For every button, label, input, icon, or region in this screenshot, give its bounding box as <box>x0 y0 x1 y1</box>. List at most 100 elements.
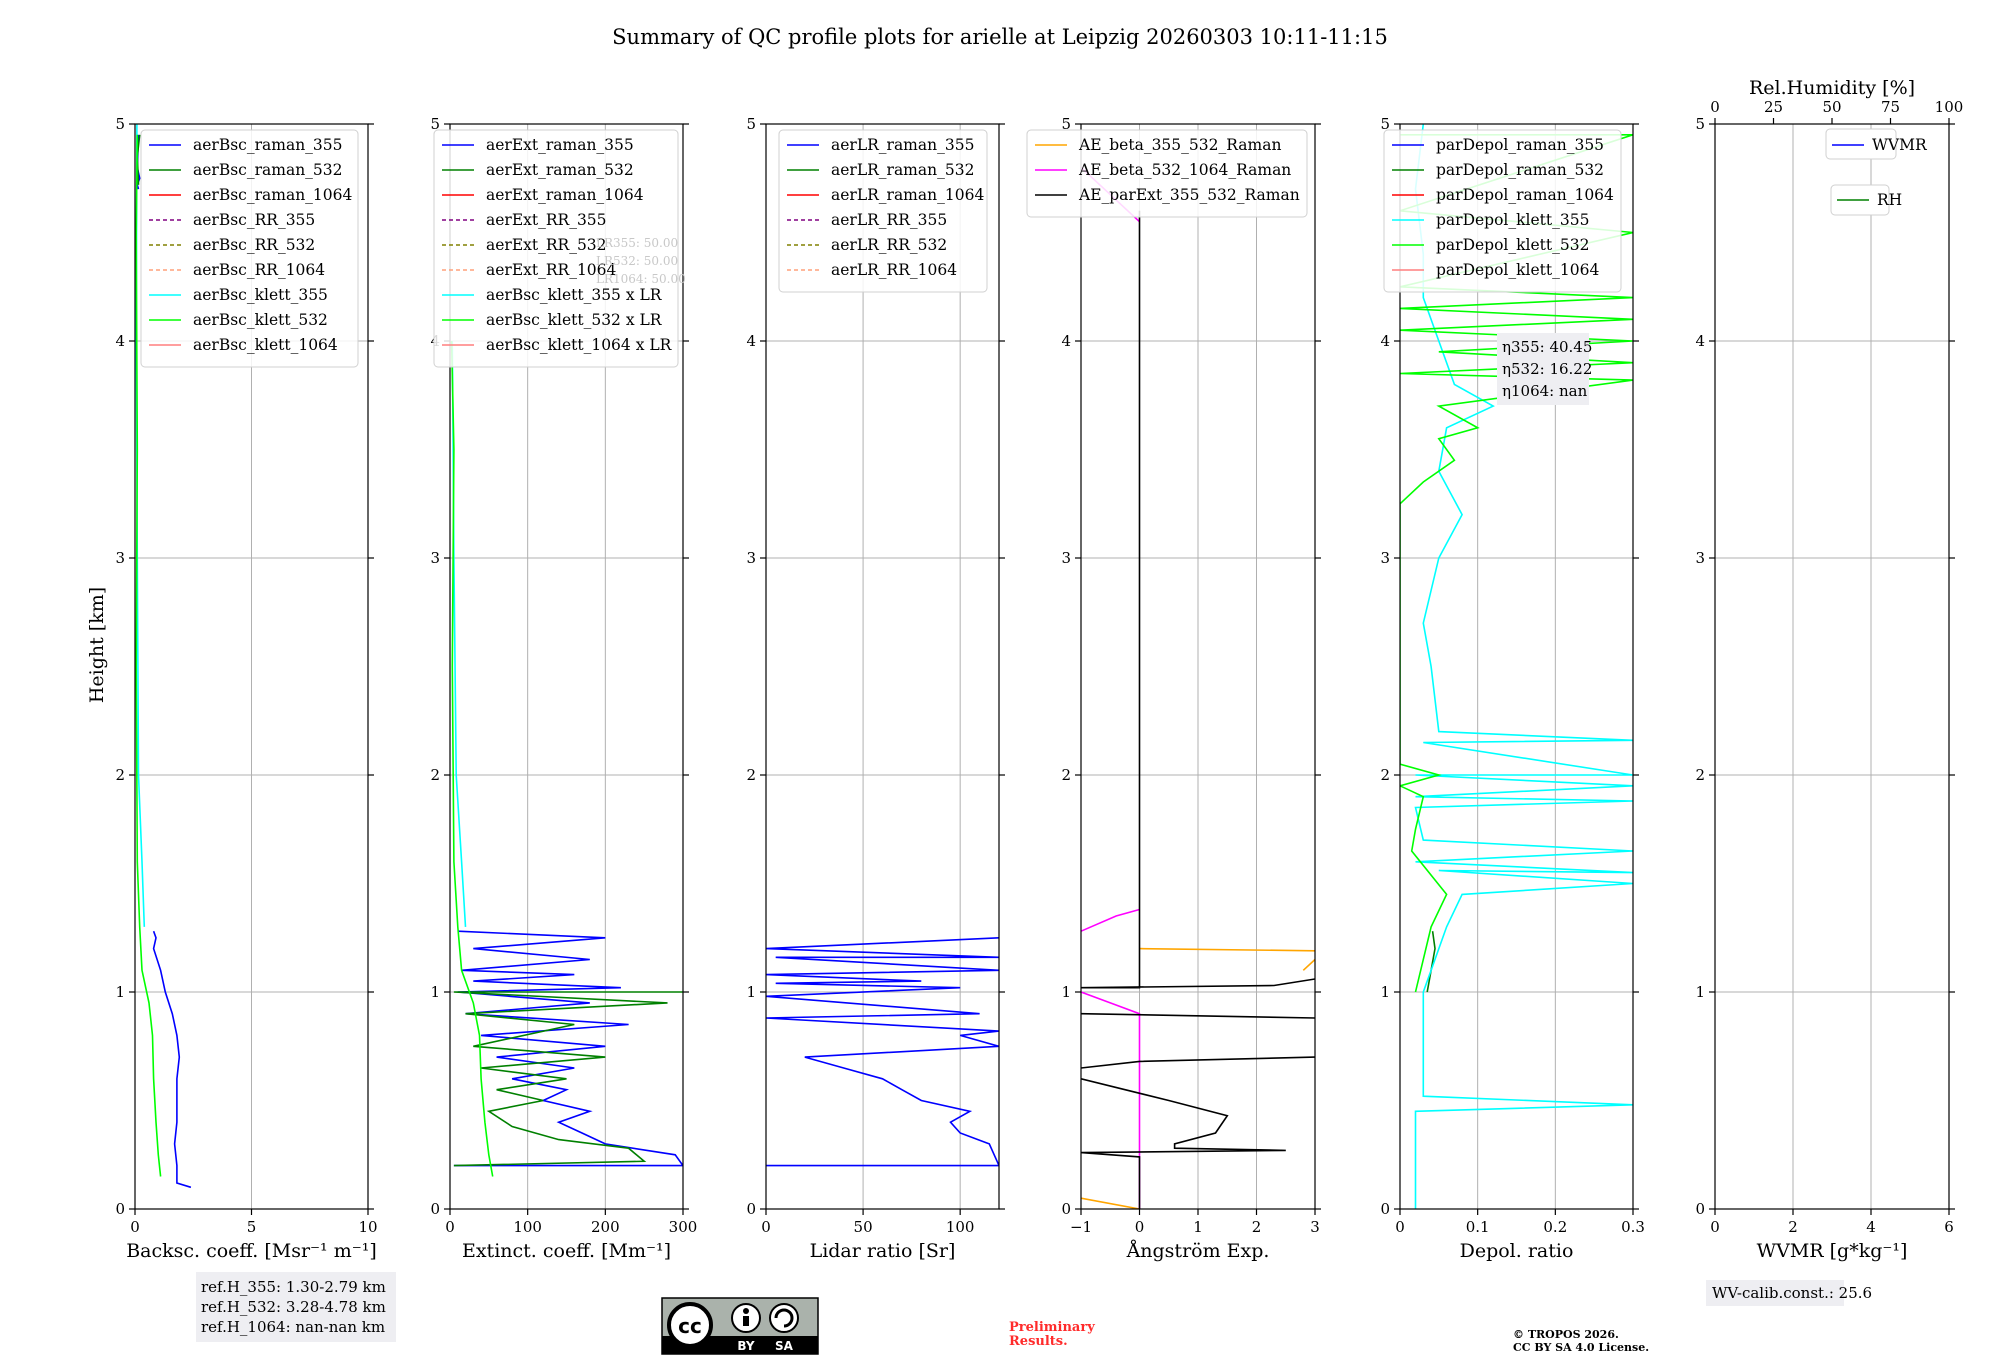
series-line-aerBsc_raman_355 <box>152 930 192 1189</box>
panel-depolarization: 0 0.1 0.2 0.3 0 1 2 3 4 5 Depol. ratio parDepol_ram… <box>1380 115 1644 1262</box>
panel-lidar_ratio: 0 50 100 0 1 2 3 4 5 Lidar ratio [Sr] aerLR_raman_… <box>746 115 1005 1262</box>
x-tick-label: 10 <box>358 1218 377 1236</box>
series-group <box>1400 124 1633 1209</box>
top-tick-label: 0 <box>1710 98 1720 116</box>
x-axis-label: WVMR [g*kg⁻¹] <box>1757 1240 1908 1262</box>
x-tick-label: 0.1 <box>1466 1218 1490 1236</box>
x-tick-label: 0 <box>761 1218 771 1236</box>
x-tick-label: 100 <box>946 1218 975 1236</box>
x-tick-label: 5 <box>247 1218 257 1236</box>
axes-frame <box>1714 123 1950 1210</box>
x-axis-label: Ångström Exp. <box>1126 1240 1270 1262</box>
wv-calib-box <box>1706 1280 1844 1306</box>
series-line-AE_beta_355_532_Raman_b <box>1302 958 1315 971</box>
x-tick-label: 4 <box>1866 1218 1876 1236</box>
y-tick-label: 4 <box>746 332 756 350</box>
series-line-AE_parExt_355_532_Raman <box>1081 210 1315 989</box>
x-tick-label: 1 <box>1193 1218 1203 1236</box>
y-tick-label: 5 <box>1380 115 1390 133</box>
series-line-AE_parExt_355_532_Raman_b <box>1081 1012 1315 1019</box>
series-line-parDepol_klett_532 <box>1400 134 1633 993</box>
y-tick-label: 5 <box>430 115 440 133</box>
preliminary-text-1: Preliminary <box>1009 1320 1095 1335</box>
ref-height-532: ref.H_532: 3.28-4.78 km <box>201 1298 386 1316</box>
series-line-aerExt_raman_532 <box>453 991 683 1167</box>
eta-annotation: η355: 40.45 <box>1502 338 1592 356</box>
top-tick-label: 25 <box>1764 98 1783 116</box>
y-tick-label: 2 <box>430 766 440 784</box>
x-tick-label: 2 <box>1788 1218 1798 1236</box>
panel-extinction: 0100200300012345Extinct. coeff. [Mm⁻¹]ae… <box>430 115 697 1262</box>
y-tick-label: 0 <box>430 1200 440 1218</box>
y-tick-label: 1 <box>1695 983 1705 1001</box>
eta-annotation: η532: 16.22 <box>1502 360 1592 378</box>
y-tick-label: 2 <box>1061 766 1071 784</box>
panel-water_vapor: 0 2 4 6 0 1 2 3 4 5 WVMR [g*kg⁻¹] 0 25 50 75 100 Rel.Hum… <box>1695 77 1963 1306</box>
legend-entry: aerBsc_RR_532 <box>193 236 315 254</box>
legend-entry: aerExt_RR_1064 <box>486 261 617 279</box>
lr-annotation: LR532: 50.00 <box>596 254 678 268</box>
y-tick-label: 5 <box>115 115 125 133</box>
y-tick-label: 1 <box>1380 983 1390 1001</box>
series-line-AE_beta_355_532_Raman_top <box>1139 947 1315 952</box>
legend-entry: aerBsc_RR_1064 <box>193 261 325 279</box>
legend-entry: aerExt_raman_355 <box>486 136 634 154</box>
cc-license-badge: cc BY SA <box>661 1297 819 1355</box>
cc-icon <box>667 1302 713 1348</box>
x-axis-label: Lidar ratio [Sr] <box>810 1240 956 1262</box>
y-tick-label: 2 <box>746 766 756 784</box>
series-line-AE_beta_532_1064_Raman <box>1081 908 1140 932</box>
top-tick-label: 75 <box>1881 98 1900 116</box>
cc-sa-label: SA <box>775 1339 794 1353</box>
eta-annotation: η1064: nan <box>1502 382 1588 400</box>
top-tick-label: 100 <box>1935 98 1964 116</box>
y-axis-label: Height [km] <box>86 587 108 703</box>
ref-heights-background <box>196 1272 396 1342</box>
series-line-AE_beta_532_1064_Raman_b <box>1081 991 1141 1209</box>
legend-box <box>140 129 359 368</box>
legend-entry: parDepol_raman_355 <box>1436 136 1604 154</box>
copyright-text-2: CC BY SA 4.0 License. <box>1513 1341 1649 1354</box>
preliminary-text-2: Results. <box>1009 1334 1068 1349</box>
legend-entry: aerBsc_klett_532 <box>193 311 328 329</box>
legend-entry: aerBsc_klett_355 x LR <box>486 286 663 304</box>
axes-frame <box>449 123 684 1210</box>
series-line-aerExt_raman_355 <box>453 930 683 1167</box>
legend-entry: aerBsc_raman_1064 <box>193 186 353 204</box>
y-tick-label: 4 <box>1380 332 1390 350</box>
legend-entry: aerBsc_raman_532 <box>193 161 343 179</box>
legend-entry: aerBsc_klett_532 x LR <box>486 311 663 329</box>
legend-entry: RH <box>1877 191 1902 209</box>
y-tick-label: 0 <box>746 1200 756 1218</box>
legend-entry: WVMR <box>1872 136 1928 154</box>
sa-icon <box>769 1303 799 1333</box>
cc-by-label: BY <box>737 1339 754 1353</box>
legend-box-wvmr <box>1825 128 1897 160</box>
ref-heights-box: ref.H_355: 1.30-2.79 km ref.H_532: 3.28-… <box>196 1272 396 1342</box>
legend-entry: aerLR_raman_532 <box>831 161 974 179</box>
legend-entry: AE_beta_532_1064_Raman <box>1078 161 1291 179</box>
axes-frame <box>1399 123 1634 1210</box>
y-tick-label: 1 <box>746 983 756 1001</box>
legend-entry: aerExt_raman_532 <box>486 161 634 179</box>
x-tick-label: 0 <box>1135 1218 1145 1236</box>
wv-calib-text: WV-calib.const.: 25.6 <box>1712 1284 1872 1302</box>
y-tick-label: 2 <box>1380 766 1390 784</box>
y-tick-label: 1 <box>430 983 440 1001</box>
y-tick-label: 2 <box>115 766 125 784</box>
x-tick-label: 0 <box>1395 1218 1405 1236</box>
cc-icon-text: cc <box>678 1314 702 1338</box>
series-line-aerBsc_klett_532 <box>135 134 162 1177</box>
y-tick-label: 0 <box>1061 1200 1071 1218</box>
series-line-AE_parExt_355_532_Raman_d <box>1081 1078 1286 1209</box>
by-person-head-icon <box>743 1308 749 1314</box>
x-tick-label: 0.2 <box>1543 1218 1567 1236</box>
legend-entry: aerLR_RR_532 <box>831 236 947 254</box>
x-tick-label: 0 <box>445 1218 455 1236</box>
x-tick-label: 3 <box>1310 1218 1320 1236</box>
legend-entry: aerLR_RR_355 <box>831 211 947 229</box>
y-tick-label: 5 <box>746 115 756 133</box>
legend-entry: parDepol_raman_532 <box>1436 161 1604 179</box>
y-tick-label: 4 <box>1061 332 1071 350</box>
legend-entry: aerBsc_klett_355 <box>193 286 328 304</box>
